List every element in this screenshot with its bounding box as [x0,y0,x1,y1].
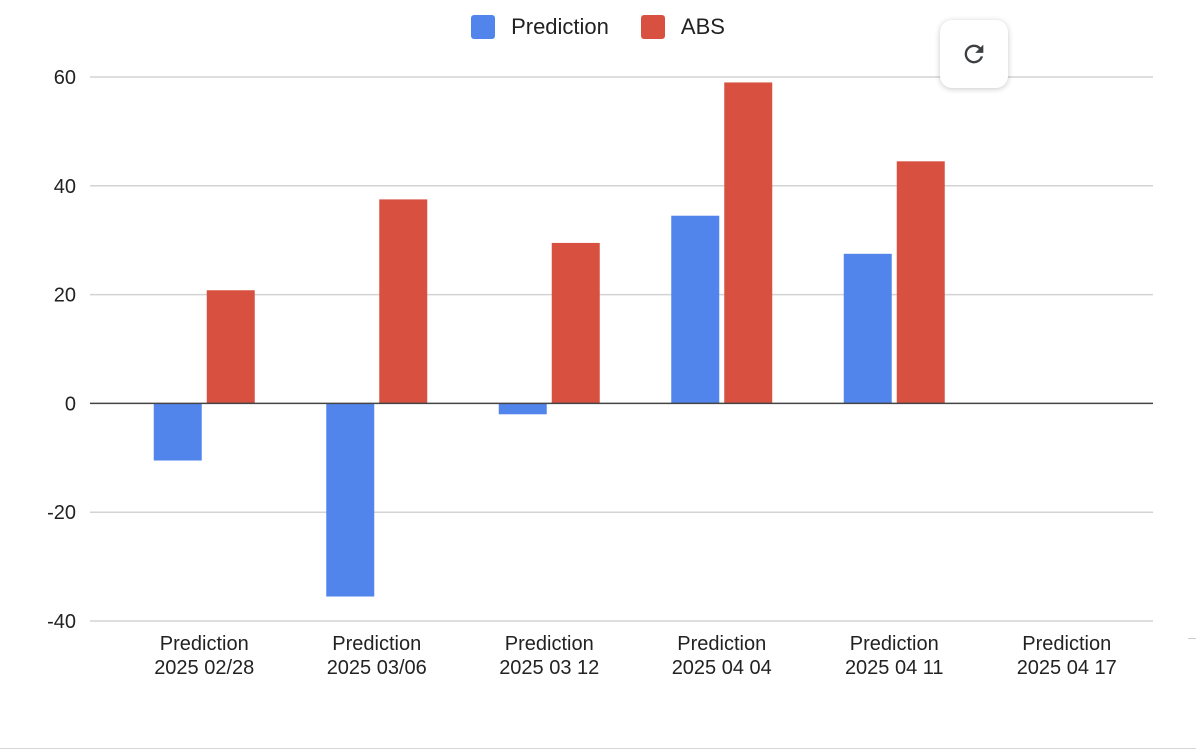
legend-swatch-prediction [471,15,496,39]
bar-abs [896,161,945,404]
y-tick-label: -20 [47,502,76,524]
bar-prediction [498,403,547,415]
y-axis-ticks: 60 40 20 0 -20 -40 [47,67,76,633]
x-tick-label: Prediction [160,633,249,655]
x-tick-label: Prediction [505,633,594,655]
x-tick-label: Prediction [1022,633,1111,655]
y-tick-label: 0 [65,393,76,415]
x-tick-label: 2025 02/28 [154,657,254,679]
legend-item-prediction[interactable]: Prediction [471,14,609,40]
bar-abs [206,290,255,404]
y-tick-label: -40 [47,611,76,633]
x-tick-label: 2025 03/06 [327,657,427,679]
y-tick-label: 60 [54,67,76,89]
x-tick-label: Prediction [850,633,939,655]
bar-prediction [843,253,892,404]
bar-abs [724,82,773,404]
x-tick-label: 2025 04 04 [672,657,772,679]
bar-abs [551,242,600,404]
legend-label-abs: ABS [680,14,725,39]
bars [153,82,945,597]
x-tick-label: Prediction [332,633,421,655]
bar-prediction [153,403,202,461]
y-tick-label: 40 [54,176,76,198]
x-tick-label: 2025 03 12 [499,657,599,679]
x-tick-label: 2025 04 11 [845,657,944,679]
bar-prediction [326,403,375,597]
legend-swatch-abs [640,15,665,39]
edge-tick [1188,638,1196,639]
x-tick-label: 2025 04 17 [1017,657,1117,679]
x-tick-label: Prediction [677,633,766,655]
legend-item-abs[interactable]: ABS [640,14,725,40]
refresh-button[interactable] [940,20,1008,88]
y-tick-label: 20 [54,285,76,307]
legend: Prediction ABS [0,14,1196,40]
legend-label-prediction: Prediction [511,14,609,39]
bottom-divider [0,748,1196,749]
bar-abs [379,199,428,404]
refresh-icon [964,44,984,64]
bar-prediction [671,215,720,404]
